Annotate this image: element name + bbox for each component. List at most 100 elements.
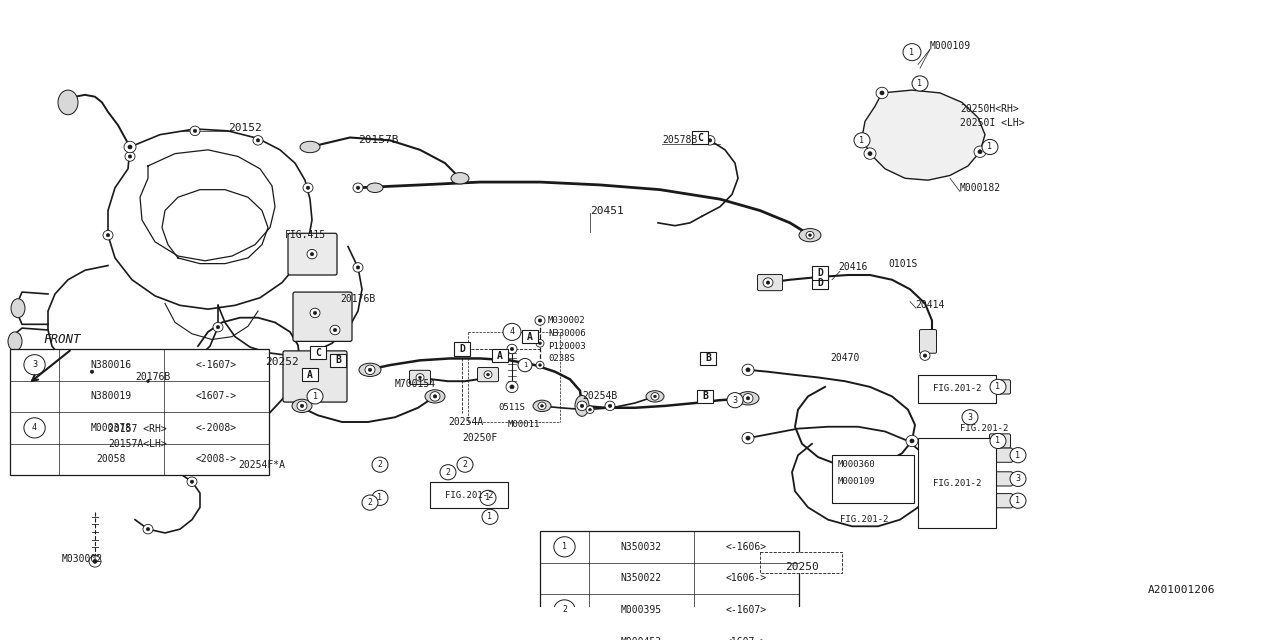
Bar: [430, 482, 508, 508]
Text: FRONT: FRONT: [44, 333, 81, 346]
Circle shape: [306, 186, 310, 189]
Text: B: B: [705, 353, 710, 364]
Circle shape: [539, 364, 541, 367]
Circle shape: [503, 323, 521, 340]
FancyBboxPatch shape: [293, 292, 352, 341]
Circle shape: [923, 354, 927, 357]
Text: 1: 1: [996, 436, 1001, 445]
Circle shape: [580, 404, 584, 408]
Circle shape: [910, 439, 914, 443]
Circle shape: [125, 152, 134, 161]
Circle shape: [742, 394, 753, 403]
Circle shape: [989, 380, 1006, 394]
Text: N380016: N380016: [91, 360, 132, 370]
Text: 3: 3: [732, 396, 737, 404]
Text: 20252: 20252: [265, 357, 298, 367]
Text: 2: 2: [462, 460, 467, 469]
Text: M000109: M000109: [838, 477, 876, 486]
FancyBboxPatch shape: [758, 275, 782, 291]
Circle shape: [539, 319, 541, 322]
FancyBboxPatch shape: [992, 493, 1012, 508]
Text: M00011: M00011: [508, 420, 540, 429]
Circle shape: [372, 490, 388, 506]
Circle shape: [554, 600, 575, 620]
Circle shape: [147, 380, 150, 383]
Ellipse shape: [425, 390, 445, 403]
Circle shape: [974, 146, 986, 157]
Text: B: B: [335, 355, 340, 365]
Circle shape: [978, 150, 982, 154]
Circle shape: [314, 311, 316, 315]
Circle shape: [767, 281, 769, 284]
Circle shape: [256, 139, 260, 142]
Bar: [692, 131, 708, 144]
Circle shape: [480, 490, 497, 506]
Text: FIG.415: FIG.415: [285, 230, 326, 240]
Circle shape: [1010, 471, 1027, 486]
Text: 20250I <LH>: 20250I <LH>: [960, 118, 1024, 128]
Text: N330006: N330006: [548, 330, 586, 339]
Circle shape: [128, 145, 132, 149]
Text: 3: 3: [968, 413, 973, 422]
Text: 20254B: 20254B: [582, 392, 617, 401]
Circle shape: [356, 266, 360, 269]
Text: 20152: 20152: [228, 123, 261, 133]
FancyBboxPatch shape: [283, 351, 347, 402]
Circle shape: [518, 358, 532, 372]
Circle shape: [187, 477, 197, 486]
Text: A: A: [307, 369, 312, 380]
Text: N350022: N350022: [621, 573, 662, 584]
Circle shape: [301, 404, 303, 408]
Ellipse shape: [12, 299, 26, 317]
Ellipse shape: [367, 183, 383, 193]
Ellipse shape: [737, 392, 759, 405]
Text: A201001206: A201001206: [1148, 585, 1216, 595]
FancyBboxPatch shape: [989, 434, 1010, 448]
Text: <1607->: <1607->: [196, 391, 237, 401]
Circle shape: [330, 325, 340, 335]
Text: 20414: 20414: [915, 300, 945, 310]
Circle shape: [507, 344, 517, 354]
Ellipse shape: [575, 396, 589, 416]
Text: 20157B: 20157B: [358, 135, 398, 145]
FancyBboxPatch shape: [288, 234, 337, 275]
Circle shape: [143, 524, 154, 534]
Text: 1: 1: [910, 47, 914, 57]
Text: 3: 3: [1015, 474, 1020, 483]
Circle shape: [586, 406, 594, 413]
Circle shape: [143, 378, 152, 385]
Circle shape: [876, 87, 888, 99]
Circle shape: [536, 362, 544, 369]
Ellipse shape: [8, 332, 22, 351]
Text: 1: 1: [859, 136, 864, 145]
FancyBboxPatch shape: [992, 448, 1012, 462]
Circle shape: [307, 389, 323, 404]
Circle shape: [372, 457, 388, 472]
Circle shape: [746, 368, 750, 372]
Text: 2: 2: [367, 498, 372, 507]
Circle shape: [538, 402, 547, 410]
Circle shape: [906, 435, 918, 447]
Bar: [330, 354, 346, 367]
Text: 3: 3: [32, 360, 37, 369]
Circle shape: [333, 328, 337, 332]
Text: <2008->: <2008->: [196, 454, 237, 465]
Circle shape: [605, 401, 614, 411]
Text: 4: 4: [32, 424, 37, 433]
Text: N380019: N380019: [91, 391, 132, 401]
Text: FIG.201-2: FIG.201-2: [960, 424, 1009, 433]
Bar: [812, 276, 828, 289]
Circle shape: [654, 395, 657, 397]
Text: M000109: M000109: [931, 40, 972, 51]
Text: 1: 1: [987, 143, 992, 152]
Circle shape: [742, 433, 754, 444]
FancyBboxPatch shape: [410, 371, 430, 385]
Text: <-1607>: <-1607>: [196, 360, 237, 370]
Circle shape: [24, 355, 45, 375]
Bar: [522, 330, 538, 343]
Text: M000360: M000360: [838, 460, 876, 469]
Text: C: C: [698, 132, 703, 143]
Circle shape: [652, 392, 659, 400]
Circle shape: [440, 465, 456, 480]
Ellipse shape: [140, 461, 157, 472]
